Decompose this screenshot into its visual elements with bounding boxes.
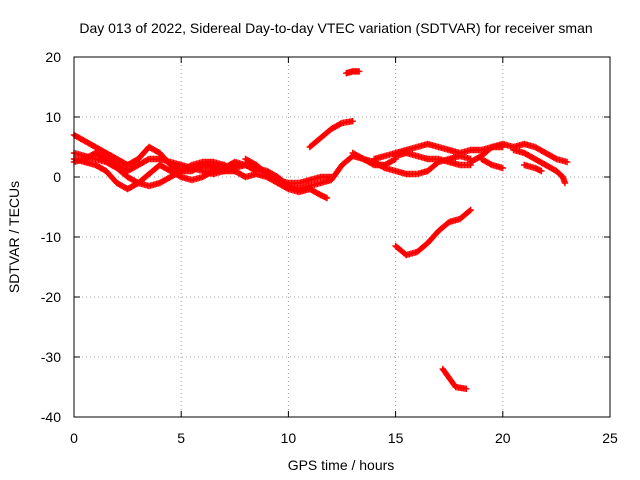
data-point [561, 179, 569, 187]
data-point [328, 173, 335, 181]
y-tick-label: -10 [41, 229, 61, 245]
x-tick-label: 10 [281, 430, 297, 446]
plot-frame [73, 56, 611, 418]
y-axis-label: SDTVAR / TECUs [6, 181, 22, 293]
y-tick-label: -40 [41, 409, 61, 425]
grid-lines [74, 57, 610, 417]
data-point [538, 167, 545, 175]
x-tick-label: 25 [602, 430, 618, 446]
series-arc-17 [510, 146, 569, 187]
data-point [355, 68, 363, 75]
data-point [283, 185, 291, 192]
series-arc-16 [478, 155, 506, 172]
y-tick-label: -30 [41, 349, 61, 365]
x-tick-label: 0 [70, 430, 78, 446]
data-point [144, 156, 151, 163]
x-tick-label: 5 [177, 430, 185, 446]
data-point [337, 120, 344, 127]
series-arc-14 [439, 365, 470, 392]
series-arc-7 [242, 155, 335, 187]
data-point [487, 161, 494, 168]
series-arc-9 [343, 68, 363, 77]
data-point [380, 164, 387, 171]
data-point [391, 156, 398, 163]
data-point [273, 176, 280, 183]
x-axis-label: GPS time / hours [288, 457, 395, 473]
series-arc-2 [70, 149, 228, 190]
y-tick-label: 10 [45, 109, 61, 125]
data-point [563, 158, 571, 166]
chart-title: Day 013 of 2022, Sidereal Day-to-day VTE… [79, 20, 592, 36]
data-point [467, 206, 474, 214]
data-point [463, 385, 470, 392]
y-tick-label: -20 [41, 289, 61, 305]
data-point [176, 173, 184, 180]
data-point [349, 118, 356, 125]
series-arc-8 [306, 118, 356, 151]
series-arc-10 [349, 149, 474, 178]
x-tick-label: 20 [495, 430, 511, 446]
series-arc-13 [392, 206, 474, 259]
data-point [499, 164, 506, 172]
data-point [323, 194, 331, 202]
series-arc-18 [521, 161, 545, 175]
axis-ticks: 0 5 10 15 20 25 -40 -30 -20 -10 0 10 20 [41, 49, 618, 446]
x-tick-label: 15 [388, 430, 404, 446]
data-point [551, 155, 559, 162]
data-points [70, 68, 571, 392]
y-tick-label: 0 [53, 169, 61, 185]
data-point [466, 207, 473, 215]
data-point [358, 155, 366, 162]
series-arc-12 [392, 149, 474, 169]
y-tick-label: 20 [45, 49, 61, 65]
